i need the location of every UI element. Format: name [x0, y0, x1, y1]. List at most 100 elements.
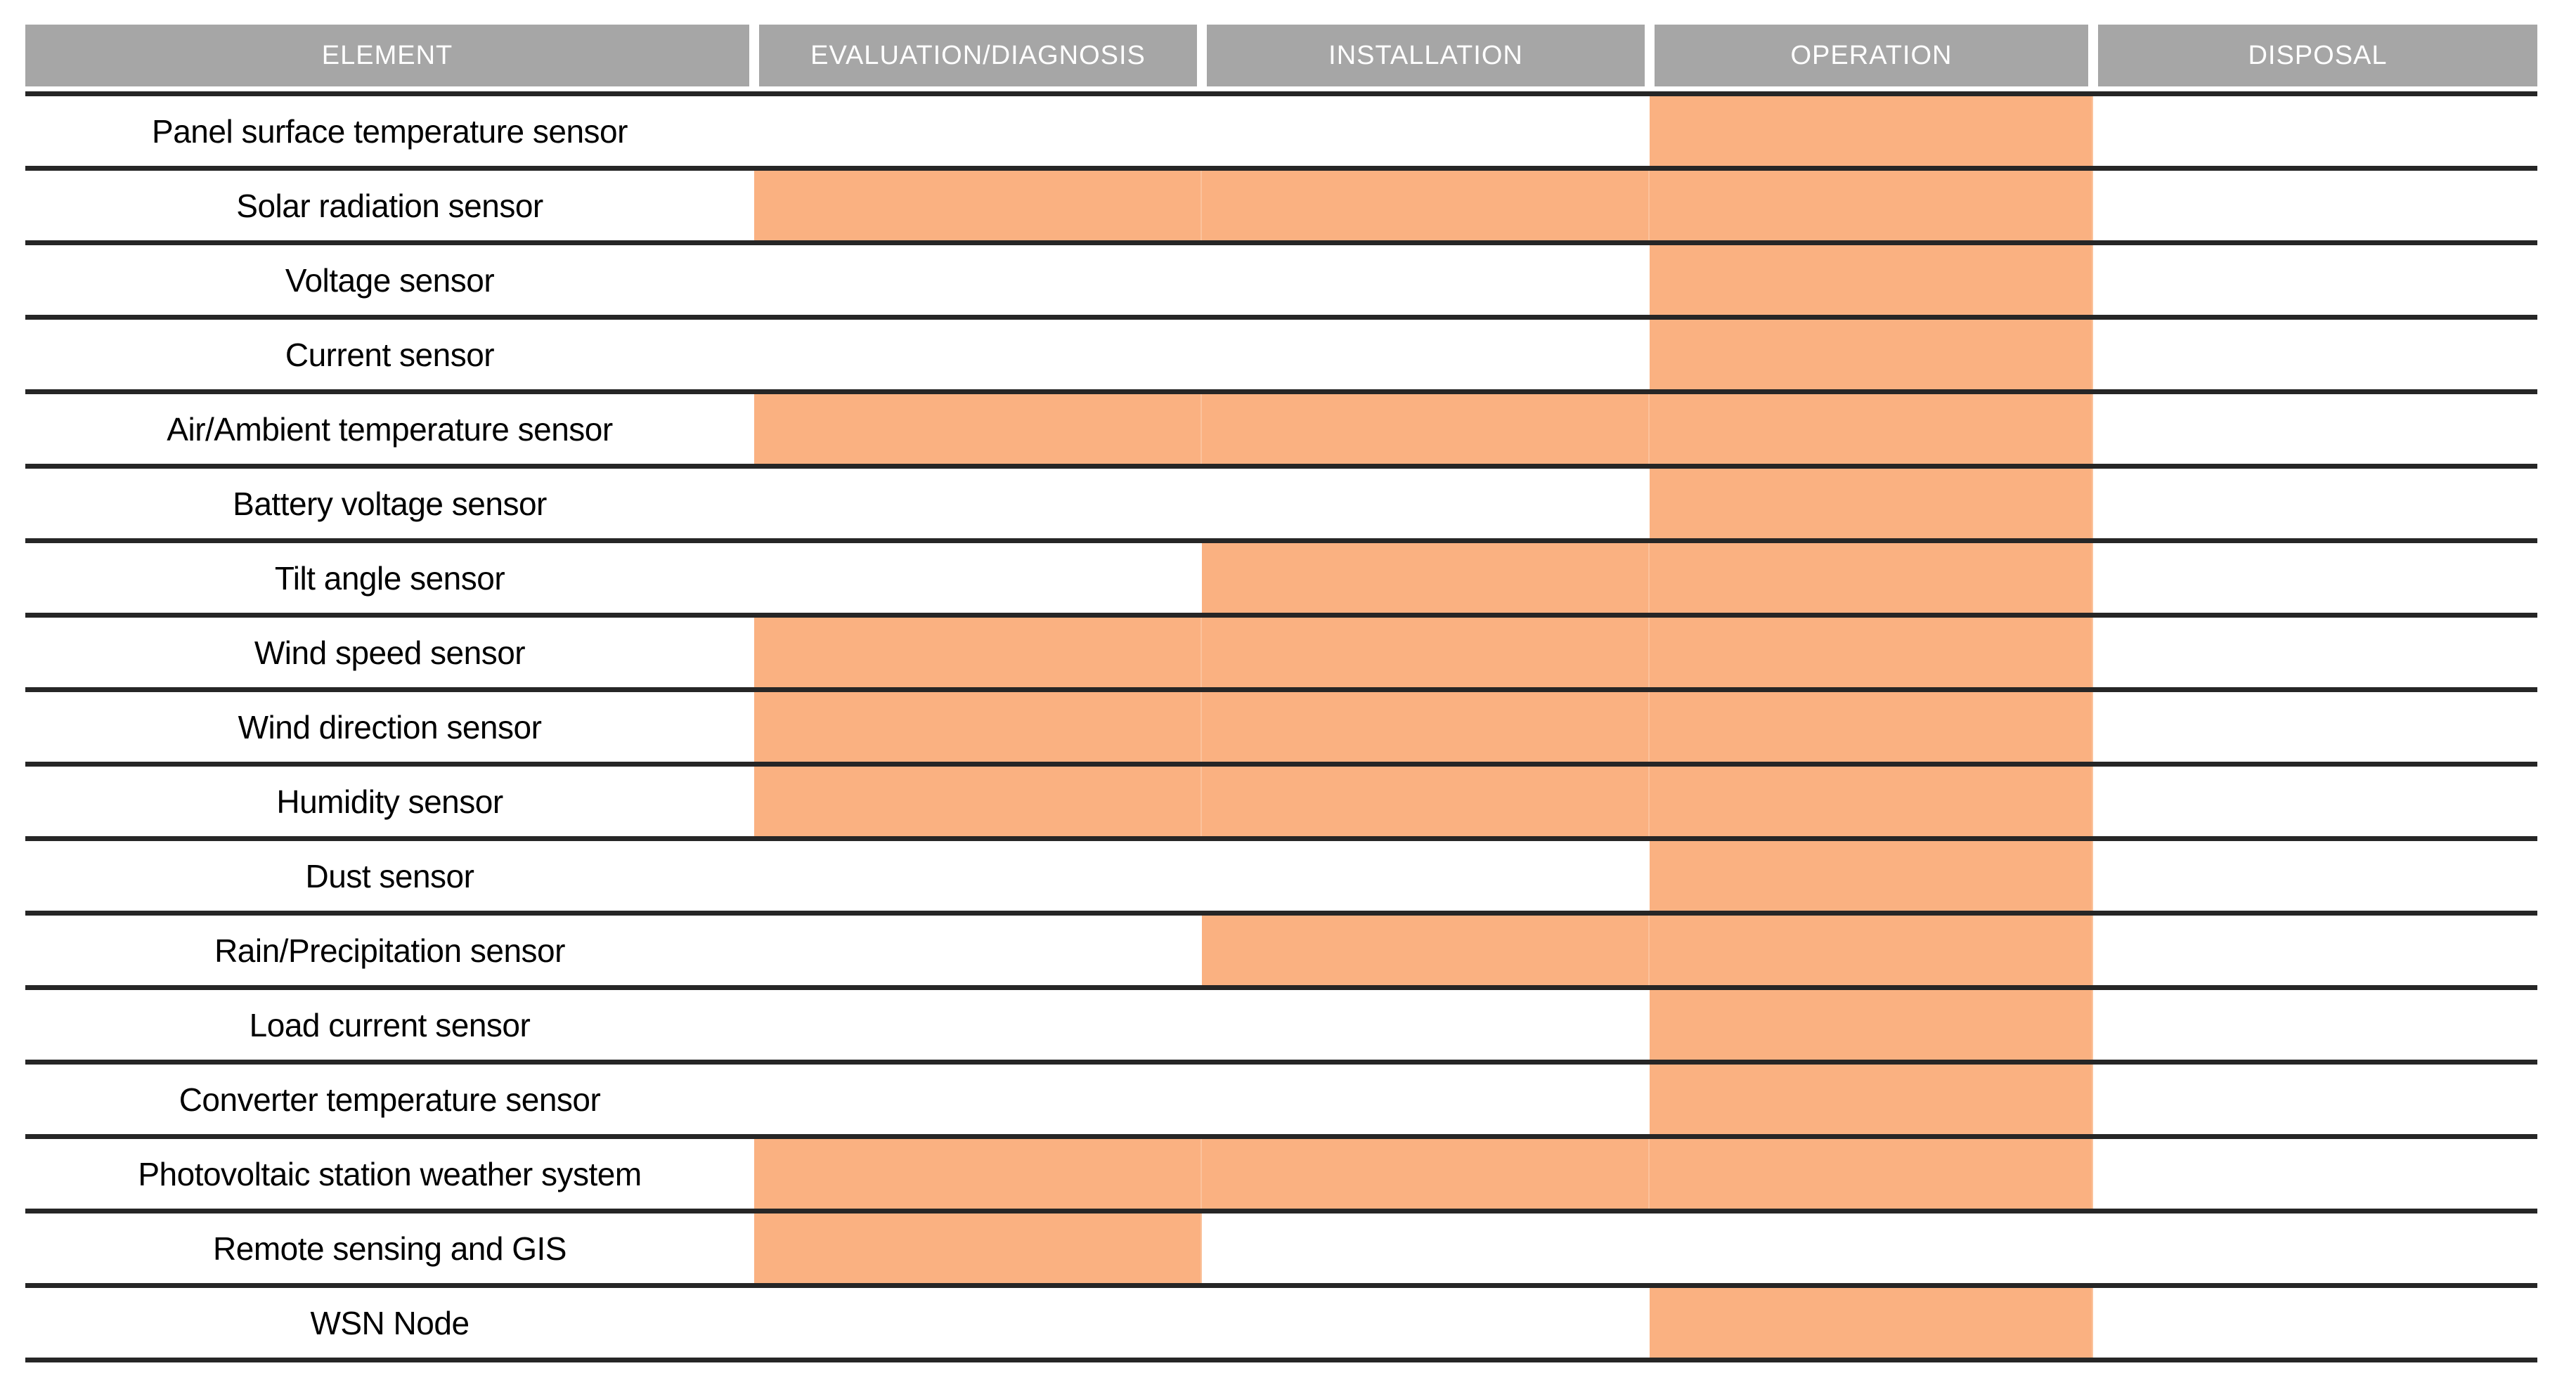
table-row: Current sensor — [25, 320, 2537, 394]
table-row: Tilt angle sensor — [25, 543, 2537, 618]
phase-cell-disposal — [2093, 320, 2537, 389]
element-label: Remote sensing and GIS — [213, 1230, 567, 1267]
phase-cell-evaluation — [754, 1139, 1202, 1209]
phase-cell-operation — [1650, 394, 2093, 464]
phase-cell-evaluation — [754, 1213, 1202, 1283]
element-label: Rain/Precipitation sensor — [214, 932, 565, 969]
phase-cell-operation — [1650, 767, 2093, 836]
element-label: Voltage sensor — [285, 261, 495, 299]
table-row: Dust sensor — [25, 841, 2537, 916]
phase-cell-disposal — [2093, 990, 2537, 1060]
table-row: Wind direction sensor — [25, 692, 2537, 767]
column-header-evaluation: EVALUATION/DIAGNOSIS — [759, 25, 1197, 86]
table-row: Converter temperature sensor — [25, 1065, 2537, 1139]
table-row: Wind speed sensor — [25, 618, 2537, 692]
element-label: Current sensor — [285, 336, 495, 373]
phase-cell-installation — [1202, 1139, 1650, 1209]
phase-cell-installation — [1202, 394, 1650, 464]
phase-cell-disposal — [2093, 692, 2537, 762]
phase-cell-installation — [1202, 469, 1650, 538]
phase-cell-operation — [1650, 841, 2093, 911]
element-label: Converter temperature sensor — [179, 1081, 601, 1118]
column-header-disposal: DISPOSAL — [2098, 25, 2537, 86]
phase-cell-operation — [1650, 1288, 2093, 1358]
phase-cell-operation — [1650, 1213, 2093, 1283]
phase-cell-disposal — [2093, 245, 2537, 315]
element-label: Tilt angle sensor — [274, 559, 505, 597]
phase-cell-evaluation — [754, 841, 1202, 911]
phase-cell-evaluation — [754, 916, 1202, 985]
element-label: Battery voltage sensor — [233, 485, 547, 522]
phase-cell-operation — [1650, 171, 2093, 240]
phase-cell-operation — [1650, 1065, 2093, 1134]
phase-cell-installation — [1202, 96, 1650, 166]
element-label: Solar radiation sensor — [236, 187, 543, 224]
table-row: Solar radiation sensor — [25, 171, 2537, 245]
sensor-lifecycle-table: ELEMENT EVALUATION/DIAGNOSIS INSTALLATIO… — [25, 25, 2537, 1362]
phase-cell-installation — [1202, 618, 1650, 687]
phase-cell-disposal — [2093, 543, 2537, 613]
column-header-operation: OPERATION — [1655, 25, 2088, 86]
element-label: Air/Ambient temperature sensor — [167, 410, 613, 448]
phase-cell-disposal — [2093, 841, 2537, 911]
element-label: Wind direction sensor — [238, 708, 542, 746]
element-label: WSN Node — [310, 1304, 470, 1341]
phase-cell-installation — [1202, 1213, 1650, 1283]
phase-cell-operation — [1650, 469, 2093, 538]
phase-cell-evaluation — [754, 767, 1202, 836]
phase-cell-disposal — [2093, 96, 2537, 166]
phase-cell-evaluation — [754, 96, 1202, 166]
phase-cell-installation — [1202, 1065, 1650, 1134]
element-label: Photovoltaic station weather system — [138, 1155, 642, 1192]
phase-cell-installation — [1202, 916, 1650, 985]
phase-cell-installation — [1202, 841, 1650, 911]
phase-cell-evaluation — [754, 618, 1202, 687]
element-label: Wind speed sensor — [254, 634, 526, 671]
table-header-row: ELEMENT EVALUATION/DIAGNOSIS INSTALLATIO… — [25, 25, 2537, 86]
table-row: Remote sensing and GIS — [25, 1213, 2537, 1288]
element-label: Panel surface temperature sensor — [152, 112, 628, 150]
phase-cell-evaluation — [754, 171, 1202, 240]
table-row: Photovoltaic station weather system — [25, 1139, 2537, 1213]
phase-cell-disposal — [2093, 1288, 2537, 1358]
table-row: Voltage sensor — [25, 245, 2537, 320]
phase-cell-installation — [1202, 543, 1650, 613]
phase-cell-operation — [1650, 692, 2093, 762]
phase-cell-evaluation — [754, 1065, 1202, 1134]
phase-cell-evaluation — [754, 245, 1202, 315]
phase-cell-disposal — [2093, 171, 2537, 240]
phase-cell-evaluation — [754, 543, 1202, 613]
element-label: Humidity sensor — [276, 783, 503, 820]
phase-cell-installation — [1202, 245, 1650, 315]
phase-cell-installation — [1202, 320, 1650, 389]
phase-cell-installation — [1202, 692, 1650, 762]
phase-cell-disposal — [2093, 618, 2537, 687]
phase-cell-operation — [1650, 1139, 2093, 1209]
phase-cell-evaluation — [754, 692, 1202, 762]
phase-cell-disposal — [2093, 1213, 2537, 1283]
table-row: Panel surface temperature sensor — [25, 96, 2537, 171]
column-header-element: ELEMENT — [25, 25, 749, 86]
phase-cell-installation — [1202, 767, 1650, 836]
table-body: Panel surface temperature sensor Solar r… — [25, 91, 2537, 1362]
phase-cell-evaluation — [754, 394, 1202, 464]
phase-cell-installation — [1202, 990, 1650, 1060]
table-row: Air/Ambient temperature sensor — [25, 394, 2537, 469]
phase-cell-operation — [1650, 543, 2093, 613]
phase-cell-disposal — [2093, 1065, 2537, 1134]
element-label: Load current sensor — [249, 1006, 531, 1043]
phase-cell-disposal — [2093, 469, 2537, 538]
phase-cell-evaluation — [754, 320, 1202, 389]
phase-cell-installation — [1202, 1288, 1650, 1358]
phase-cell-operation — [1650, 320, 2093, 389]
phase-cell-operation — [1650, 990, 2093, 1060]
element-label: Dust sensor — [305, 857, 474, 894]
phase-cell-installation — [1202, 171, 1650, 240]
phase-cell-disposal — [2093, 767, 2537, 836]
table-row: Load current sensor — [25, 990, 2537, 1065]
phase-cell-evaluation — [754, 469, 1202, 538]
phase-cell-evaluation — [754, 990, 1202, 1060]
phase-cell-disposal — [2093, 1139, 2537, 1209]
phase-cell-operation — [1650, 916, 2093, 985]
